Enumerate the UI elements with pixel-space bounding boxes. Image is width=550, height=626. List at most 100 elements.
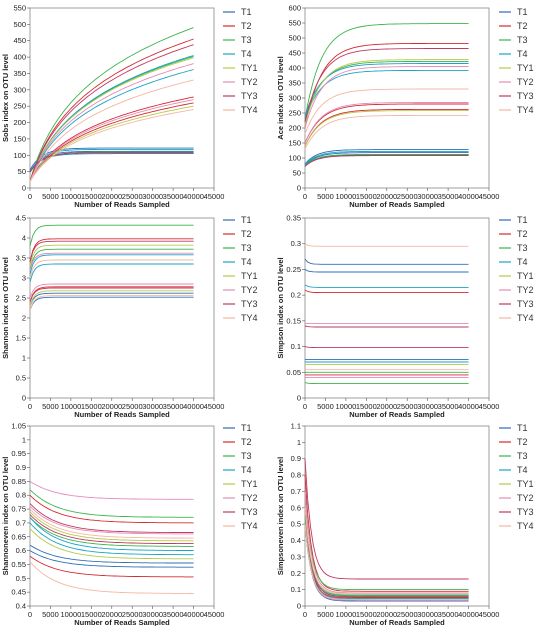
x-tick-label: 5000 xyxy=(317,192,334,201)
x-tick-label: 45000 xyxy=(204,192,225,201)
legend-label: T2 xyxy=(517,229,528,239)
series-line-t1-2 xyxy=(304,524,469,602)
x-tick-label: 30000 xyxy=(417,610,438,619)
y-tick-label: 0.9 xyxy=(291,454,301,463)
x-axis-label: Number of Reads Sampled xyxy=(349,200,445,209)
x-tick-label: 15000 xyxy=(356,192,377,201)
series-line-t4-1 xyxy=(29,517,194,551)
y-tick-label: 50 xyxy=(18,167,26,176)
y-tick-label: 0.25 xyxy=(286,265,301,274)
legend-label: TY3 xyxy=(241,299,258,309)
series-line-ty2-2 xyxy=(29,283,194,299)
y-tick-label: 4.5 xyxy=(16,214,26,223)
legend-label: TY4 xyxy=(517,105,534,115)
legend-label: T4 xyxy=(517,465,528,475)
y-tick-label: 0.9 xyxy=(16,463,26,472)
x-tick-label: 5000 xyxy=(42,610,59,619)
legend-label: TY2 xyxy=(517,285,534,295)
y-tick-label: 550 xyxy=(13,4,26,13)
legend-label: TY2 xyxy=(517,493,534,503)
series-line-t3-3 xyxy=(304,153,469,166)
chart-panel-6: 0 5000 10000 15000 20000 25000 30000 35000 40000… xyxy=(276,422,534,626)
series-line-t4-1 xyxy=(29,55,194,182)
y-tick-label: 0.3 xyxy=(291,552,301,561)
series-line-t1-3 xyxy=(304,154,469,167)
series-line-t1-1 xyxy=(304,149,469,165)
y-tick-label: 0.65 xyxy=(11,532,26,541)
series-line-ty1-2 xyxy=(29,528,194,560)
y-tick-label: 0.7 xyxy=(16,518,26,527)
series-line-ty1-1 xyxy=(29,244,194,267)
legend-label: T3 xyxy=(517,243,528,253)
x-tick-label: 0 xyxy=(28,402,32,411)
series-line-t2-2 xyxy=(29,96,194,182)
legend-label: TY4 xyxy=(517,521,534,531)
x-axis-label: Number of Reads Sampled xyxy=(74,618,170,626)
x-tick-label: 0 xyxy=(303,402,307,411)
y-tick-label: 300 xyxy=(13,85,26,94)
series-line-ty2-2 xyxy=(304,102,469,144)
y-tick-label: 450 xyxy=(13,36,26,45)
series-line-t1-2 xyxy=(304,269,469,273)
series-line-t2-1 xyxy=(29,38,194,182)
legend-label: TY1 xyxy=(517,63,534,73)
x-tick-label: 25000 xyxy=(397,192,418,201)
y-tick-label: 0 xyxy=(22,184,26,193)
series-line-ty2-1 xyxy=(304,66,469,129)
y-tick-label: 350 xyxy=(13,69,26,78)
x-tick-label: 5000 xyxy=(317,402,334,411)
series-line-ty3-1 xyxy=(29,240,194,263)
x-tick-label: 0 xyxy=(303,192,307,201)
x-tick-label: 35000 xyxy=(438,402,459,411)
series-line-t1-1 xyxy=(29,550,194,568)
x-tick-label: 10000 xyxy=(335,402,356,411)
x-tick-label: 30000 xyxy=(142,192,163,201)
series-line-t3-1 xyxy=(29,224,194,247)
x-tick-label: 15000 xyxy=(356,610,377,619)
series-line-ty1-2 xyxy=(304,110,469,147)
y-tick-label: 200 xyxy=(13,118,26,127)
series-line-ty1-1 xyxy=(304,507,469,595)
series-line-t2-1 xyxy=(29,238,194,263)
series-line-t3-1 xyxy=(304,491,469,591)
x-tick-label: 45000 xyxy=(204,402,225,411)
x-tick-label: 40000 xyxy=(183,610,204,619)
legend-label: TY1 xyxy=(517,479,534,489)
x-tick-label: 15000 xyxy=(81,610,102,619)
series-line-ty3-2 xyxy=(304,325,469,328)
series-line-t4-2 xyxy=(29,69,194,182)
y-axis-label: Sobs index on OTU level xyxy=(1,54,10,142)
series-line-t3-2 xyxy=(304,515,469,597)
legend-label: T3 xyxy=(241,451,252,461)
x-tick-label: 30000 xyxy=(417,402,438,411)
series-line-t3-1 xyxy=(29,27,194,182)
y-tick-label: 400 xyxy=(288,64,301,73)
y-tick-label: 0 xyxy=(297,602,301,611)
series-line-ty1-1 xyxy=(29,57,194,182)
y-tick-label: 0 xyxy=(22,394,26,403)
plot-frame xyxy=(304,7,490,189)
y-tick-label: 0.75 xyxy=(11,505,26,514)
x-tick-label: 40000 xyxy=(183,402,204,411)
y-tick-label: 0.8 xyxy=(16,491,26,500)
x-tick-label: 30000 xyxy=(417,192,438,201)
y-tick-label: 400 xyxy=(13,53,26,62)
x-tick-label: 25000 xyxy=(122,610,143,619)
series-line-ty4-1 xyxy=(29,79,194,182)
series-line-ty3-1 xyxy=(304,48,469,123)
series-line-ty3-1 xyxy=(29,503,194,533)
y-tick-label: 0.95 xyxy=(11,449,26,458)
y-tick-label: 0.55 xyxy=(11,560,26,569)
x-tick-label: 0 xyxy=(28,192,32,201)
x-tick-label: 5000 xyxy=(42,192,59,201)
series-line-t3-1 xyxy=(304,23,469,120)
series-line-ty3-1 xyxy=(29,44,194,182)
series-line-ty4-1 xyxy=(29,259,194,279)
chart-panel-1: 0 5000 10000 15000 20000 25000 30000 35000 40000… xyxy=(1,4,258,210)
series-line-ty2-2 xyxy=(29,99,194,182)
legend-label: T1 xyxy=(517,215,528,225)
y-tick-label: 0.5 xyxy=(16,574,26,583)
y-tick-label: 0 xyxy=(297,394,301,403)
legend-label: TY3 xyxy=(241,91,258,101)
